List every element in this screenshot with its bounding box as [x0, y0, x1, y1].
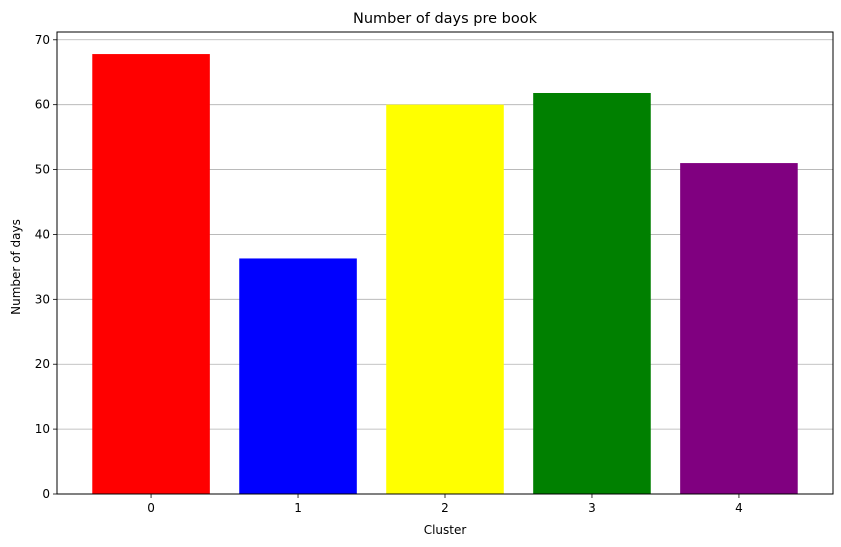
- bar-cluster-4: [680, 163, 798, 494]
- y-tick-label: 60: [35, 98, 50, 112]
- y-axis-title: Number of days: [9, 219, 23, 315]
- x-tick-label: 2: [441, 501, 449, 515]
- x-tick-label: 1: [294, 501, 302, 515]
- y-tick-label: 40: [35, 227, 50, 241]
- y-tick-label: 20: [35, 357, 50, 371]
- y-tick-label: 50: [35, 163, 50, 177]
- y-tick-label: 0: [42, 487, 50, 501]
- y-tick-label: 70: [35, 33, 50, 47]
- x-tick-label: 3: [588, 501, 596, 515]
- bar-cluster-3: [533, 92, 651, 494]
- chart-title: Number of days pre book: [353, 11, 538, 27]
- bar-cluster-1: [239, 258, 357, 494]
- bar-cluster-0: [92, 54, 210, 494]
- bar-cluster-2: [386, 104, 504, 494]
- x-tick-label: 0: [147, 501, 155, 515]
- x-axis-title: Cluster: [424, 523, 467, 537]
- y-tick-label: 30: [35, 292, 50, 306]
- x-ticks: 0 1 2 3 4: [147, 494, 743, 515]
- x-tick-label: 4: [735, 501, 743, 515]
- bars: [92, 54, 798, 494]
- y-tick-label: 10: [35, 422, 50, 436]
- y-ticks: 0 10 20 30 40 50 60 70: [35, 33, 57, 501]
